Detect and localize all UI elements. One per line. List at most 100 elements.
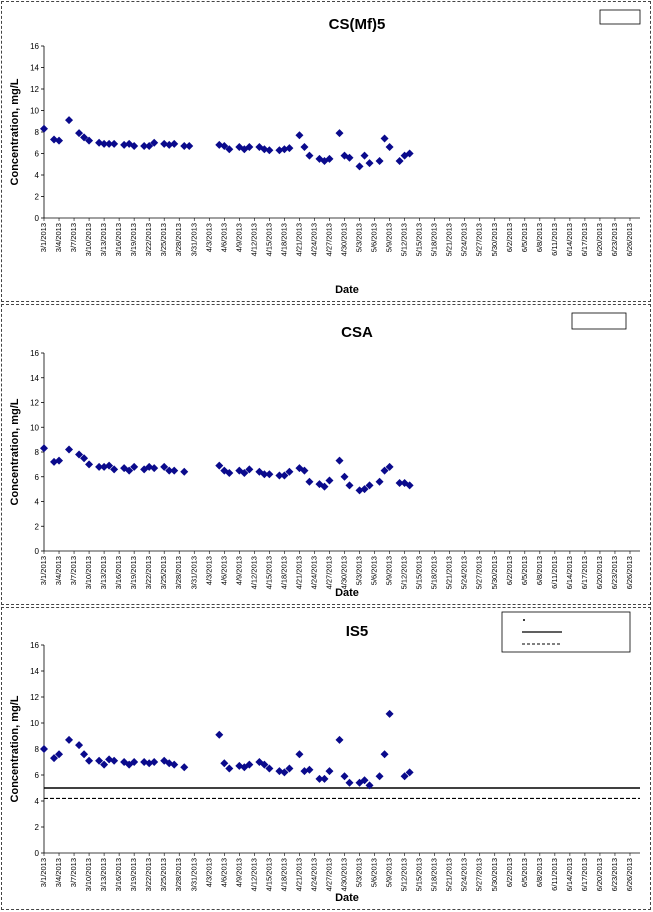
data-point (145, 141, 154, 150)
x-tick-label: 3/1/2013 (39, 556, 48, 585)
x-tick-label: 3/22/2013 (144, 223, 153, 256)
data-point (335, 129, 344, 138)
x-tick-label: 4/27/2013 (324, 223, 333, 256)
x-tick-label: 3/10/2013 (84, 556, 93, 589)
data-point (110, 465, 119, 474)
y-tick-label: 0 (35, 547, 40, 556)
data-point (180, 763, 189, 772)
data-point (75, 741, 84, 750)
data-point (105, 755, 114, 764)
x-tick-label: 3/31/2013 (189, 858, 198, 891)
data-point (295, 750, 304, 759)
legend-box (571, 312, 627, 330)
y-axis-label: Concentration, mg/L (9, 398, 21, 505)
x-tick-label: 5/3/2013 (355, 858, 364, 887)
x-tick-label: 6/8/2013 (535, 223, 544, 252)
data-point (65, 735, 74, 744)
x-tick-label: 3/16/2013 (114, 858, 123, 891)
data-point (160, 462, 169, 471)
x-tick-label: 3/4/2013 (54, 556, 63, 585)
data-point (245, 465, 254, 474)
data-point (380, 750, 389, 759)
data-point (405, 768, 414, 777)
x-axis-label: Date (335, 587, 359, 599)
x-tick-label: 4/18/2013 (279, 223, 288, 256)
data-point (400, 772, 409, 781)
data-point (405, 481, 414, 490)
data-point (105, 461, 114, 470)
data-point (225, 469, 234, 478)
x-tick-label: 4/24/2013 (309, 858, 318, 891)
x-tick-label: 5/30/2013 (490, 223, 499, 256)
x-tick-label: 6/11/2013 (550, 858, 559, 891)
x-tick-label: 4/15/2013 (264, 223, 273, 256)
data-point (325, 154, 334, 163)
x-tick-label: 4/6/2013 (219, 556, 228, 585)
data-point (95, 462, 104, 471)
legend-box (501, 611, 631, 653)
data-point (260, 760, 269, 769)
x-tick-label: 4/18/2013 (279, 858, 288, 891)
data-point (110, 139, 119, 148)
data-point (215, 730, 224, 739)
data-point (300, 143, 309, 152)
data-point (365, 159, 374, 168)
data-point (170, 466, 179, 475)
x-tick-label: 5/12/2013 (400, 556, 409, 589)
x-tick-label: 6/2/2013 (505, 223, 514, 252)
x-tick-label: 6/23/2013 (610, 223, 619, 256)
x-tick-label: 5/30/2013 (490, 858, 499, 891)
x-tick-label: 5/15/2013 (415, 223, 424, 256)
y-tick-label: 0 (35, 849, 40, 858)
x-tick-label: 6/17/2013 (580, 223, 589, 256)
x-tick-label: 5/21/2013 (445, 556, 454, 589)
x-tick-label: 5/12/2013 (400, 858, 409, 891)
data-point (75, 129, 84, 138)
data-point (295, 131, 304, 140)
x-tick-label: 4/15/2013 (264, 858, 273, 891)
x-tick-label: 4/6/2013 (219, 858, 228, 887)
x-tick-label: 5/27/2013 (475, 223, 484, 256)
x-tick-label: 6/20/2013 (595, 556, 604, 589)
x-tick-label: 3/28/2013 (174, 556, 183, 589)
y-tick-label: 10 (30, 107, 39, 116)
x-tick-label: 4/21/2013 (294, 858, 303, 891)
x-tick-label: 5/21/2013 (445, 858, 454, 891)
data-point (280, 768, 289, 777)
data-point (385, 462, 394, 471)
x-tick-label: 6/14/2013 (565, 858, 574, 891)
chart-svg: IS5 0 2 4 6 8 10 12 14 16 3/1/2013 3/4/2013 3/7/2013… (9, 611, 640, 904)
x-tick-label: 3/16/2013 (114, 223, 123, 256)
x-tick-label: 6/17/2013 (580, 858, 589, 891)
data-point (215, 461, 224, 470)
data-point (375, 157, 384, 166)
data-point (185, 141, 194, 150)
y-tick-label: 12 (30, 399, 39, 408)
chart-panel-csa: CSA 0 2 4 6 8 10 12 14 16 3/1/2013 3/4/2013 3/7/2013… (1, 304, 651, 605)
x-tick-label: 6/26/2013 (625, 223, 634, 256)
legend-box (599, 9, 641, 25)
y-tick-label: 2 (35, 522, 40, 531)
data-point (360, 485, 369, 494)
data-point (355, 162, 364, 171)
x-tick-label: 6/20/2013 (595, 858, 604, 891)
x-tick-label: 6/14/2013 (565, 556, 574, 589)
x-tick-label: 6/26/2013 (625, 858, 634, 891)
x-tick-label: 3/19/2013 (129, 223, 138, 256)
data-point (280, 471, 289, 480)
data-point (395, 478, 404, 487)
data-point (150, 138, 159, 147)
x-tick-label: 3/28/2013 (174, 858, 183, 891)
x-tick-label: 6/23/2013 (610, 556, 619, 589)
data-point (160, 756, 169, 765)
chart-title: CSA (341, 324, 373, 341)
x-tick-label: 3/28/2013 (174, 223, 183, 256)
chart-title: IS5 (346, 623, 369, 640)
x-tick-label: 4/12/2013 (249, 223, 258, 256)
x-tick-label: 5/21/2013 (445, 223, 454, 256)
x-tick-label: 5/18/2013 (430, 556, 439, 589)
data-point (165, 466, 174, 475)
data-point (55, 136, 64, 145)
data-point (405, 149, 414, 158)
data-point (355, 778, 364, 787)
